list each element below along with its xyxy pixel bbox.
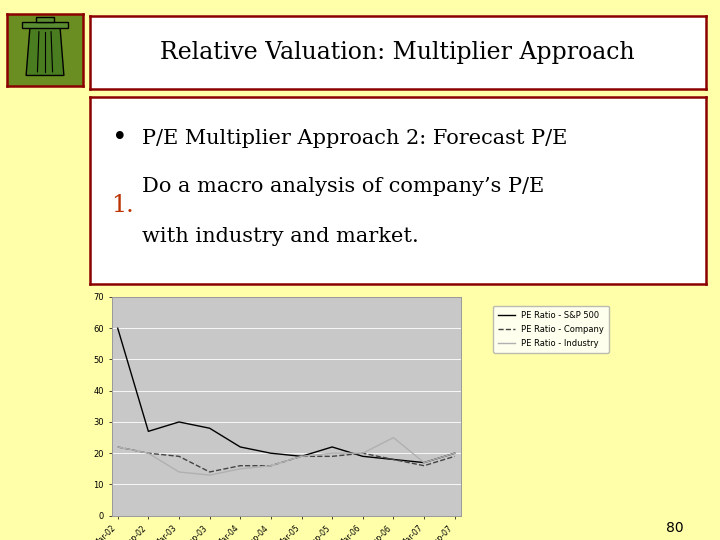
Text: with industry and market.: with industry and market. bbox=[143, 227, 419, 246]
Polygon shape bbox=[22, 22, 68, 28]
Polygon shape bbox=[26, 28, 64, 76]
Text: Do a macro analysis of company’s P/E: Do a macro analysis of company’s P/E bbox=[143, 177, 544, 196]
Text: 80: 80 bbox=[667, 521, 684, 535]
Legend: PE Ratio - S&P 500, PE Ratio - Company, PE Ratio - Industry: PE Ratio - S&P 500, PE Ratio - Company, … bbox=[493, 306, 609, 353]
Text: 1.: 1. bbox=[112, 194, 135, 217]
Text: Relative Valuation: Multiplier Approach: Relative Valuation: Multiplier Approach bbox=[161, 41, 635, 64]
Text: •: • bbox=[112, 125, 127, 151]
Text: P/E Multiplier Approach 2: Forecast P/E: P/E Multiplier Approach 2: Forecast P/E bbox=[143, 129, 567, 147]
Polygon shape bbox=[36, 17, 54, 22]
